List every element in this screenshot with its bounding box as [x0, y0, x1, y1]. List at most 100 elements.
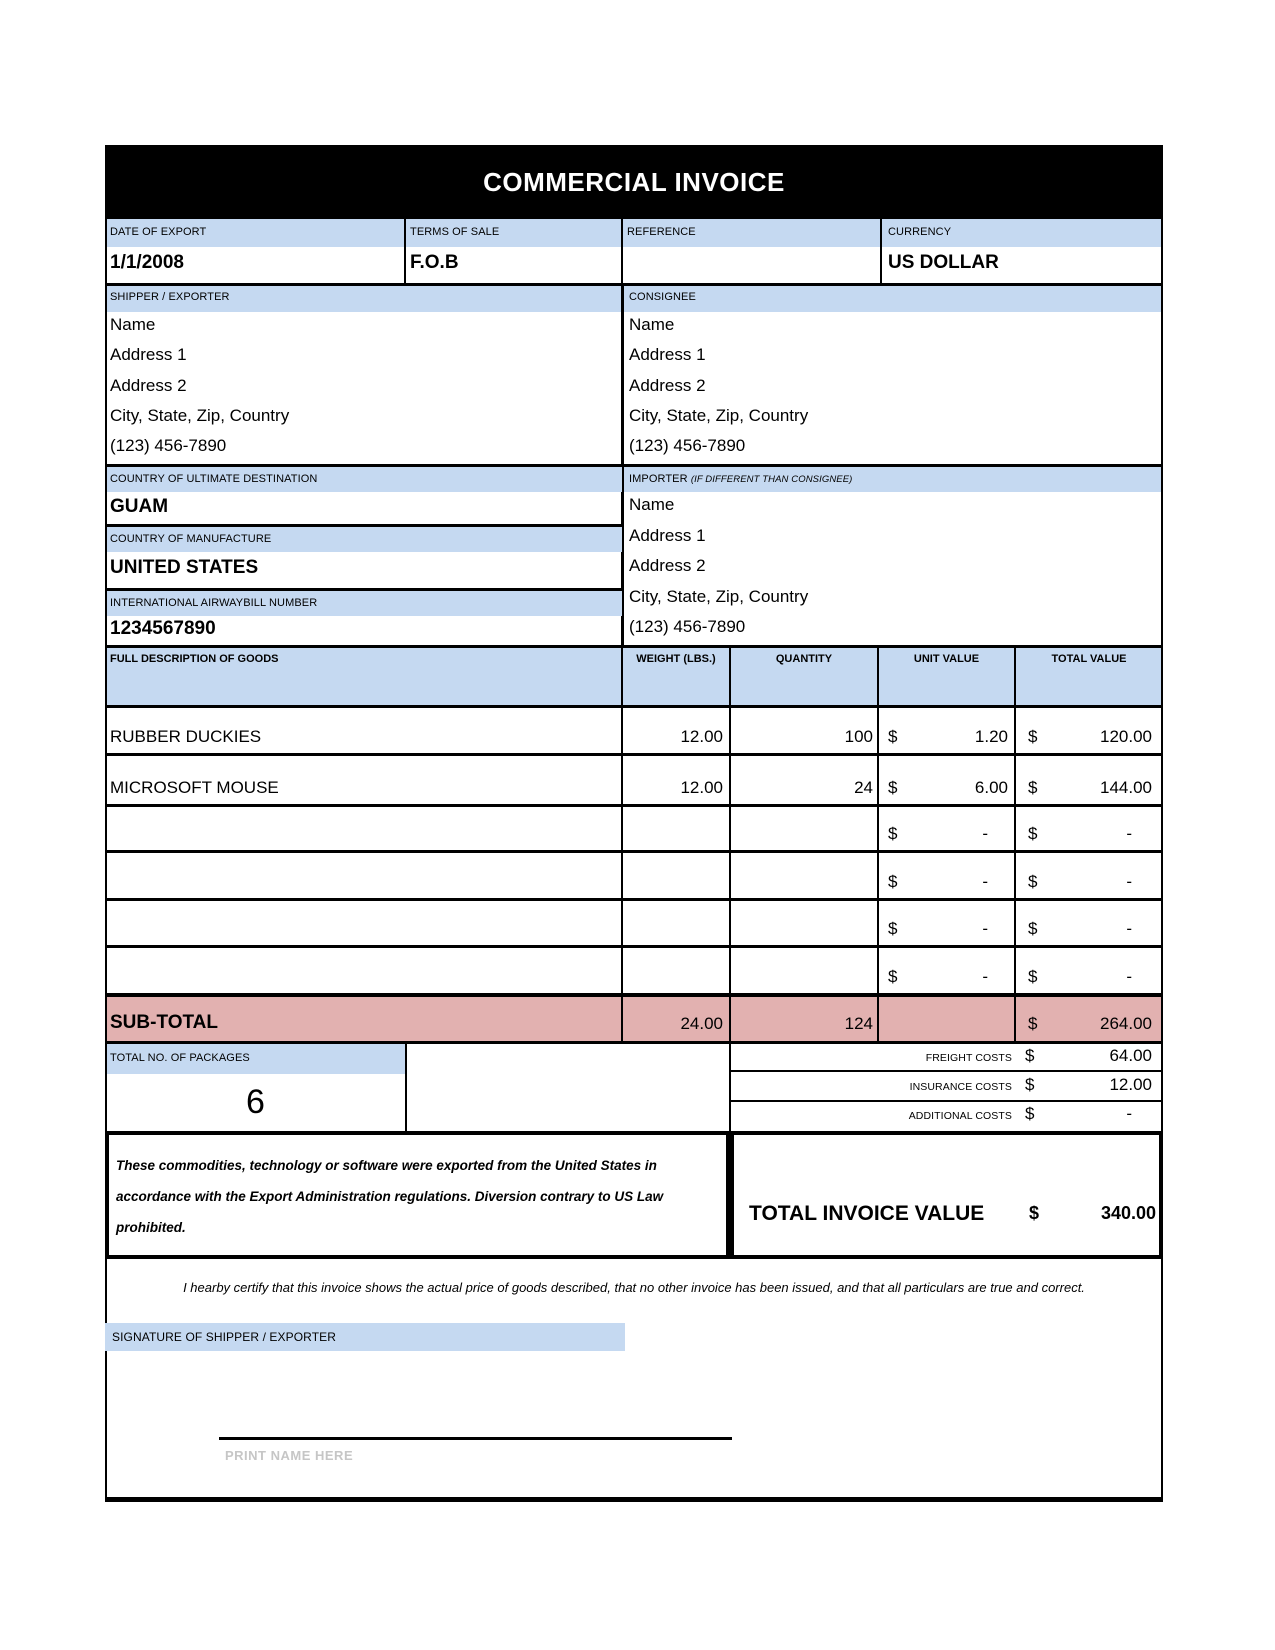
item-total-value-cell: $ - [1028, 824, 1152, 844]
subtotal-weight: 24.00 [680, 1014, 723, 1033]
divider [621, 286, 624, 647]
outer-left-border [105, 145, 107, 1259]
goods-row: $ - $ - [105, 901, 1163, 945]
item-unit-value-cell: $ - [888, 919, 1008, 939]
destination-label-row [105, 467, 622, 492]
top-labels-row [105, 219, 1163, 247]
goods-header-unit-value: UNIT VALUE [913, 653, 980, 665]
additional-costs-label: ADDITIONAL COSTS [908, 1110, 1012, 1122]
destination-value: GUAM [110, 496, 169, 517]
total-amount: - [1126, 919, 1132, 938]
divider [105, 645, 1163, 648]
goods-row: RUBBER DUCKIES 12.00 100 $1.20 $120.00 [105, 708, 1163, 753]
total-invoice-value-cell: $340.00 [1029, 1203, 1156, 1224]
divider [730, 1070, 1163, 1072]
manufacture-value: UNITED STATES [110, 557, 259, 578]
divider [105, 524, 622, 527]
goods-header-weight: WEIGHT (LBS.) [636, 653, 716, 665]
airwaybill-label: INTERNATIONAL AIRWAYBILL NUMBER [110, 597, 318, 609]
destination-label: COUNTRY OF ULTIMATE DESTINATION [110, 473, 318, 485]
importer-address1: Address 1 [629, 526, 706, 545]
divider [105, 705, 1163, 708]
goods-header-quantity: QUANTITY [775, 653, 833, 665]
additional-costs-value-cell: $ - [1025, 1104, 1152, 1124]
shipper-address2: Address 2 [110, 376, 187, 395]
subtotal-quantity: 124 [844, 1014, 873, 1033]
date-of-export-label: DATE OF EXPORT [110, 226, 207, 238]
currency-symbol: $ [1028, 1014, 1038, 1033]
insurance-costs-label: INSURANCE COSTS [909, 1081, 1012, 1093]
shipper-phone: (123) 456-7890 [110, 436, 227, 455]
terms-of-sale-label: TERMS OF SALE [410, 226, 500, 238]
packages-label-row [105, 1044, 405, 1074]
goods-row: MICROSOFT MOUSE 12.00 24 $6.00 $144.00 [105, 756, 1163, 804]
print-name-placeholder: PRINT NAME HERE [225, 1448, 354, 1463]
shipper-consignee-label-row [105, 286, 1163, 312]
divider [105, 753, 1163, 756]
divider [105, 993, 1163, 997]
export-statement-text: These commodities, technology or softwar… [116, 1158, 664, 1235]
additional-amount: - [1126, 1104, 1132, 1123]
currency-symbol: $ [888, 824, 898, 843]
total-amount: - [1126, 824, 1132, 843]
divider [877, 648, 879, 1041]
item-unit-value-cell: $1.20 [888, 727, 1008, 747]
importer-label-note: (IF DIFFERENT THAN CONSIGNEE) [690, 474, 853, 485]
item-quantity: 100 [844, 727, 873, 746]
unit-amount: - [982, 872, 988, 891]
importer-label-text: IMPORTER [629, 473, 688, 485]
export-statement-box: These commodities, technology or softwar… [105, 1131, 730, 1259]
signature-label: SIGNATURE OF SHIPPER / EXPORTER [112, 1330, 337, 1344]
divider [1014, 648, 1016, 1041]
consignee-address1: Address 1 [629, 345, 706, 364]
item-weight: 12.00 [680, 727, 723, 746]
item-total-value-cell: $144.00 [1028, 778, 1152, 798]
total-amount: - [1126, 872, 1132, 891]
divider [105, 804, 1163, 807]
divider [105, 588, 622, 591]
unit-amount: 6.00 [974, 778, 1008, 797]
certification-box: I hearby certify that this invoice shows… [105, 1259, 1163, 1502]
currency-symbol: $ [1028, 872, 1038, 891]
goods-row: $ - $ - [105, 807, 1163, 850]
goods-header-row [105, 648, 1163, 705]
item-total-value-cell: $ - [1028, 967, 1152, 987]
item-unit-value-cell: $ - [888, 824, 1008, 844]
divider [105, 850, 1163, 853]
goods-header-total-value: TOTAL VALUE [1051, 653, 1127, 665]
divider [105, 898, 1163, 901]
item-weight: 12.00 [680, 778, 723, 797]
total-invoice-value-label: TOTAL INVOICE VALUE [749, 1202, 985, 1225]
airwaybill-value: 1234567890 [110, 618, 216, 639]
divider [105, 945, 1163, 948]
unit-amount: 1.20 [974, 727, 1008, 746]
divider [105, 283, 1163, 286]
item-unit-value-cell: $6.00 [888, 778, 1008, 798]
importer-name: Name [629, 495, 675, 514]
currency-symbol: $ [1025, 1075, 1035, 1094]
importer-city-line: City, State, Zip, Country [629, 587, 809, 606]
divider [880, 219, 882, 284]
goods-row: $ - $ - [105, 853, 1163, 898]
subtotal-label: SUB-TOTAL [110, 1012, 219, 1033]
consignee-name: Name [629, 315, 675, 334]
freight-costs-value-cell: $64.00 [1025, 1046, 1152, 1066]
divider [729, 1044, 731, 1131]
divider [105, 1041, 1163, 1044]
item-unit-value-cell: $ - [888, 872, 1008, 892]
total-amount: - [1126, 967, 1132, 986]
total-amount: 120.00 [1100, 727, 1152, 746]
currency-symbol: $ [1028, 967, 1038, 986]
outer-right-border [1161, 145, 1163, 1259]
manufacture-label-row [105, 527, 622, 552]
page-title: COMMERCIAL INVOICE [483, 166, 785, 197]
subtotal-total-amount: 264.00 [1100, 1014, 1152, 1033]
freight-amount: 64.00 [1109, 1046, 1152, 1065]
item-description: RUBBER DUCKIES [110, 727, 262, 746]
subtotal-total-cell: $264.00 [1028, 1014, 1152, 1034]
certification-text: I hearby certify that this invoice shows… [183, 1280, 1085, 1295]
total-invoice-amount: 340.00 [1100, 1203, 1156, 1223]
terms-of-sale-value: F.O.B [410, 252, 459, 273]
importer-label-row [624, 467, 1163, 492]
